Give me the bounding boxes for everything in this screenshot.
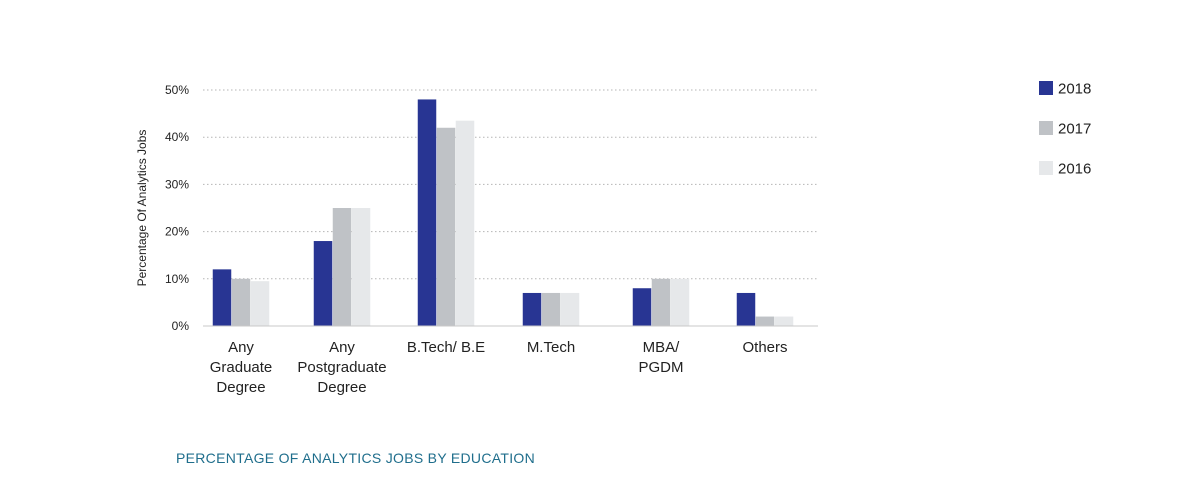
gridlines: [203, 89, 818, 280]
bar-2018: [313, 241, 333, 326]
chart-title: PERCENTAGE OF ANALYTICS JOBS BY EDUCATIO…: [176, 450, 535, 466]
x-category-label: Graduate: [210, 359, 273, 376]
x-category-label: Others: [742, 339, 787, 356]
bar-2016: [250, 281, 270, 326]
legend-label: 2017: [1058, 121, 1091, 138]
x-category-label: Any: [228, 339, 254, 356]
bar-2018: [632, 288, 652, 326]
legend-swatch-2017: [1039, 121, 1053, 135]
x-category-label: M.Tech: [527, 339, 575, 356]
bar-2017: [541, 292, 561, 326]
y-axis-title: Percentage Of Analytics Jobs: [135, 130, 149, 287]
bar-2016: [670, 278, 690, 326]
bar-2017: [231, 278, 251, 326]
axes: 0% 10% 20% 30% 40% 50% Percentage Of Analytics…: [135, 83, 818, 396]
bar-2016: [455, 120, 475, 327]
legend: 2018 2017 2016: [1039, 81, 1091, 178]
bar-2016: [560, 292, 580, 326]
y-tick-label: 40%: [165, 130, 189, 144]
x-category-label: MBA/: [643, 339, 681, 356]
y-tick-label: 0%: [172, 319, 190, 333]
y-tick-label: 10%: [165, 272, 189, 286]
legend-label: 2018: [1058, 81, 1091, 98]
x-category-label: PGDM: [639, 359, 684, 376]
bar-2016: [774, 316, 794, 326]
x-category-label: Degree: [317, 379, 366, 396]
x-category-label: B.Tech/ B.E: [407, 339, 485, 356]
bar-2017: [436, 127, 456, 326]
bars: [212, 99, 794, 327]
legend-label: 2016: [1058, 161, 1091, 178]
bar-2018: [212, 269, 232, 326]
bar-2018: [417, 99, 437, 326]
x-category-label: Any: [329, 339, 355, 356]
x-category-label: Degree: [216, 379, 265, 396]
y-tick-label: 50%: [165, 83, 189, 97]
bar-2017: [332, 208, 352, 326]
bar-2016: [351, 208, 371, 326]
y-tick-label: 20%: [165, 225, 189, 239]
bar-2018: [736, 292, 756, 326]
x-category-label: Postgraduate: [297, 359, 386, 376]
y-tick-label: 30%: [165, 177, 189, 191]
bar-2017: [755, 316, 775, 326]
legend-swatch-2016: [1039, 161, 1053, 175]
bar-2017: [651, 278, 671, 326]
legend-swatch-2018: [1039, 81, 1053, 95]
bar-2018: [522, 292, 542, 326]
